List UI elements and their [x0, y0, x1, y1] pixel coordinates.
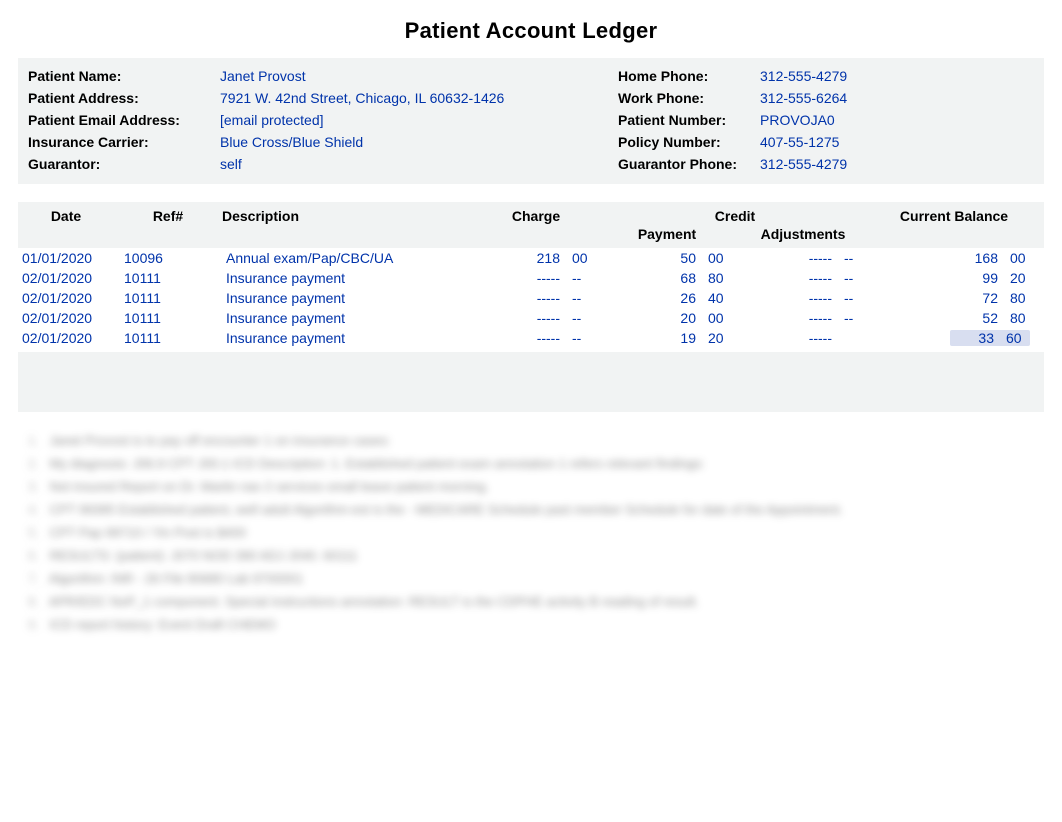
info-label: Home Phone: — [618, 66, 760, 86]
cell-charge: 21800 — [476, 250, 596, 266]
blurred-line: 1. Janet Provost is to pay off encounter… — [28, 430, 1034, 451]
cell-date: 02/01/2020 — [18, 330, 114, 346]
cell-payment: 2640 — [602, 290, 732, 306]
cell-balance: 7280 — [874, 290, 1034, 306]
info-value: 407-55-1275 — [760, 132, 839, 152]
blurred-line: 3. Not insured Report on Dr. Martin nav … — [28, 476, 1034, 497]
cell-balance: 3360 — [874, 330, 1034, 346]
page-title: Patient Account Ledger — [0, 0, 1062, 58]
cell-desc: Insurance payment — [222, 270, 470, 286]
info-value: self — [220, 154, 242, 174]
info-row: Home Phone:312-555-4279 — [618, 66, 1034, 86]
col-payment: Payment — [602, 226, 732, 248]
info-label: Patient Number: — [618, 110, 760, 130]
col-adjustments: Adjustments — [738, 226, 868, 248]
info-value: 312-555-6264 — [760, 88, 847, 108]
info-value: Janet Provost — [220, 66, 306, 86]
info-row: Insurance Carrier:Blue Cross/Blue Shield — [28, 132, 618, 152]
info-value: [email protected] — [220, 110, 324, 130]
cell-desc: Insurance payment — [222, 310, 470, 326]
blurred-line: 7. Algorithm: INR - 26 File 80680 Lab 97… — [28, 568, 1034, 589]
cell-balance: 16800 — [874, 250, 1034, 266]
info-label: Policy Number: — [618, 132, 760, 152]
info-col-left: Patient Name:Janet ProvostPatient Addres… — [28, 66, 618, 174]
info-label: Guarantor: — [28, 154, 220, 174]
cell-adjustments: ------- — [738, 270, 868, 286]
info-row: Patient Number:PROVOJA0 — [618, 110, 1034, 130]
info-row: Guarantor Phone:312-555-4279 — [618, 154, 1034, 174]
info-row: Guarantor:self — [28, 154, 618, 174]
cell-charge: ------- — [476, 330, 596, 346]
blurred-line: 5. CPT Pap 99710 / Yin Post is $400 — [28, 522, 1034, 543]
table-row: 02/01/2020 10111 Insurance payment ------- 2… — [18, 308, 1044, 328]
cell-ref: 10111 — [120, 330, 216, 346]
info-label: Guarantor Phone: — [618, 154, 760, 174]
info-label: Patient Address: — [28, 88, 220, 108]
cell-charge: ------- — [476, 310, 596, 326]
col-ref: Ref# — [120, 202, 216, 226]
cell-adjustments: ------- — [738, 290, 868, 306]
info-row: Policy Number:407-55-1275 — [618, 132, 1034, 152]
table-row: 02/01/2020 10111 Insurance payment ------- 2… — [18, 288, 1044, 308]
blurred-line: 6. RESULTS: (patient): J070 NOD 390 ADJ … — [28, 545, 1034, 566]
cell-payment: 1920 — [602, 330, 732, 346]
info-value: 312-555-4279 — [760, 154, 847, 174]
col-desc: Description — [222, 202, 470, 226]
cell-adjustments: ----- — [738, 330, 868, 346]
info-label: Patient Name: — [28, 66, 220, 86]
info-row: Patient Email Address:[email protected] — [28, 110, 618, 130]
cell-payment: 2000 — [602, 310, 732, 326]
blurred-line: 9. ICD report history: Event Draft CHEMO — [28, 614, 1034, 635]
cell-desc: Insurance payment — [222, 290, 470, 306]
cell-balance: 5280 — [874, 310, 1034, 326]
info-label: Insurance Carrier: — [28, 132, 220, 152]
ledger-empty-footer — [18, 352, 1044, 412]
ledger-body: 01/01/2020 10096 Annual exam/Pap/CBC/UA 218… — [18, 248, 1044, 348]
info-label: Patient Email Address: — [28, 110, 220, 130]
ledger-header: Date Ref# Description Charge Credit Curr… — [18, 202, 1044, 248]
col-credit: Credit — [602, 202, 868, 226]
info-value: 7921 W. 42nd Street, Chicago, IL 60632-1… — [220, 88, 504, 108]
cell-ref: 10111 — [120, 290, 216, 306]
table-row: 02/01/2020 10111 Insurance payment ------- 6… — [18, 268, 1044, 288]
info-value: Blue Cross/Blue Shield — [220, 132, 363, 152]
col-charge: Charge — [476, 202, 596, 226]
blurred-line: 8. APR/EDC NoP_1 component. Special inst… — [28, 591, 1034, 612]
cell-ref: 10111 — [120, 270, 216, 286]
cell-desc: Insurance payment — [222, 330, 470, 346]
info-row: Patient Address:7921 W. 42nd Street, Chi… — [28, 88, 618, 108]
cell-desc: Annual exam/Pap/CBC/UA — [222, 250, 470, 266]
cell-ref: 10096 — [120, 250, 216, 266]
cell-date: 01/01/2020 — [18, 250, 114, 266]
ledger-table: Date Ref# Description Charge Credit Curr… — [18, 202, 1044, 348]
table-row: 02/01/2020 10111 Insurance payment ------- 1… — [18, 328, 1044, 348]
info-row: Work Phone:312-555-6264 — [618, 88, 1034, 108]
table-row: 01/01/2020 10096 Annual exam/Pap/CBC/UA 218… — [18, 248, 1044, 268]
cell-date: 02/01/2020 — [18, 270, 114, 286]
blurred-line: 2. My diagnosis: J06.9 CPT J00.1 ICD Des… — [28, 453, 1034, 474]
info-value: PROVOJA0 — [760, 110, 835, 130]
col-balance: Current Balance — [874, 202, 1034, 226]
cell-date: 02/01/2020 — [18, 290, 114, 306]
cell-date: 02/01/2020 — [18, 310, 114, 326]
info-value: 312-555-4279 — [760, 66, 847, 86]
cell-ref: 10111 — [120, 310, 216, 326]
cell-balance: 9920 — [874, 270, 1034, 286]
info-label: Work Phone: — [618, 88, 760, 108]
cell-adjustments: ------- — [738, 310, 868, 326]
blurred-line: 4. CPT 99395 Established patient, well a… — [28, 499, 1034, 520]
patient-info-panel: Patient Name:Janet ProvostPatient Addres… — [18, 58, 1044, 184]
blurred-notes: 1. Janet Provost is to pay off encounter… — [28, 430, 1034, 635]
col-date: Date — [18, 202, 114, 226]
info-row: Patient Name:Janet Provost — [28, 66, 618, 86]
info-col-right: Home Phone:312-555-4279Work Phone:312-55… — [618, 66, 1034, 174]
cell-payment: 5000 — [602, 250, 732, 266]
cell-charge: ------- — [476, 290, 596, 306]
cell-charge: ------- — [476, 270, 596, 286]
cell-payment: 6880 — [602, 270, 732, 286]
cell-adjustments: ------- — [738, 250, 868, 266]
